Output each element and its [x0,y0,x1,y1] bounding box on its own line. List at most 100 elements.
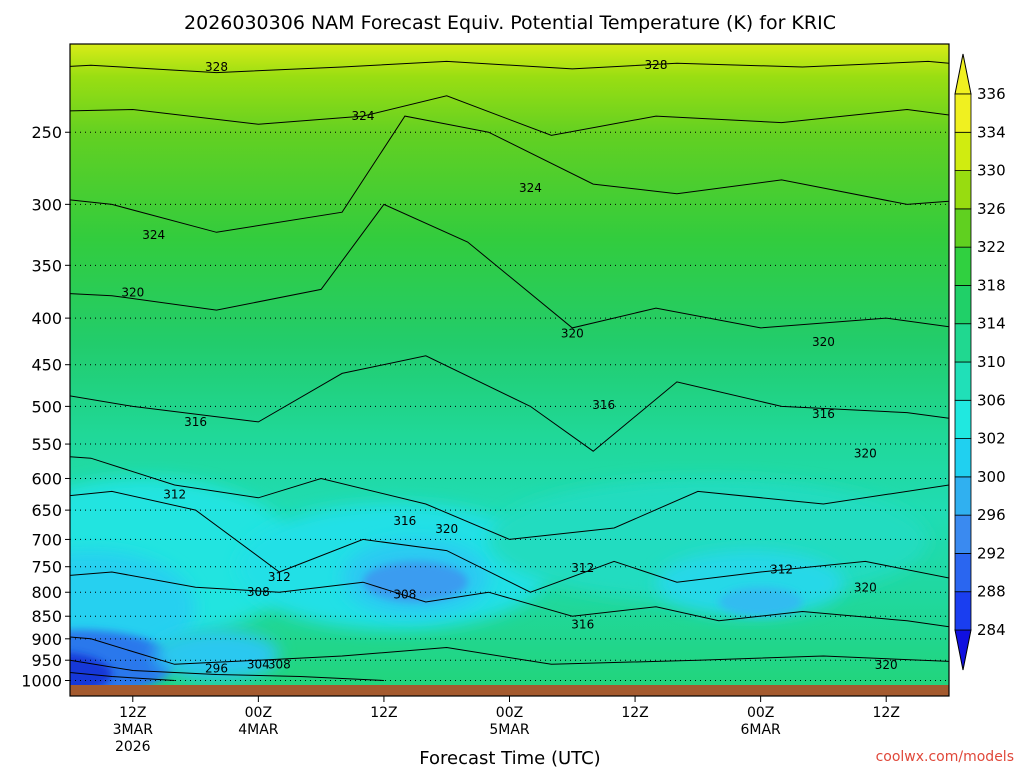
x-tick-label-2-0: 12Z [370,705,397,721]
colorbar-bottom-extend [954,629,972,671]
x-tick-label-3-1: 5MAR [489,722,530,738]
y-tick-label-850: 850 [31,607,62,626]
colorbar-swatch-322 [954,208,972,248]
contour-label-11: 320 [854,446,877,460]
contour-308 [70,636,949,665]
contour-label-1: 328 [645,58,668,72]
blob-day3-core [718,587,803,617]
contour-label-22: 296 [205,661,228,675]
y-tick-label-400: 400 [31,309,62,328]
x-tick-label-0-1: 3MAR [113,722,154,738]
y-tick-label-650: 650 [31,501,62,520]
contour-label-13: 316 [393,514,416,528]
colorbar-swatch-314 [954,285,972,325]
contour-316 [70,355,949,452]
contour-label-0: 328 [205,60,228,74]
colorbar-swatch-306 [954,361,972,401]
colorbar-swatch-326 [954,170,972,210]
colorbar-swatch-296 [954,476,972,516]
contour-label-4: 324 [142,228,165,242]
x-tick-label-6-0: 12Z [873,705,900,721]
contour-label-24: 308 [268,657,291,671]
contour-label-3: 324 [519,181,542,195]
colorbar-swatch-300 [954,438,972,478]
colorbar-label-300: 300 [977,468,1006,486]
contour-324 [70,115,949,233]
y-tick-label-900: 900 [31,630,62,649]
y-tick-label-800: 800 [31,583,62,602]
contour-314 [70,456,949,540]
y-tick-label-700: 700 [31,530,62,549]
contour-value-labels: 328 328 324 324 324 320 320 320 316 316 316 320 312 3… [121,58,897,675]
colorbar-swatch-310 [954,323,972,363]
credit-text: coolwx.com/models [876,749,1014,765]
plot-area [70,44,949,696]
colorbar-label-330: 330 [977,162,1006,180]
colorbar-swatch-334 [954,93,972,133]
colorbar-swatch-318 [954,246,972,286]
contour-label-2: 324 [352,109,375,123]
y-tick-label-450: 450 [31,356,62,375]
contour-label-16: 312 [770,562,793,576]
contour-label-8: 316 [184,415,207,429]
x-tick-label-1-1: 4MAR [238,722,279,738]
colorbar-label-318: 318 [977,276,1006,294]
blob-day2-sfc [153,629,280,681]
colorbar-label-322: 322 [977,238,1006,256]
contour-label-9: 316 [592,398,615,412]
colorbar-label-284: 284 [977,621,1006,639]
colorbar-label-296: 296 [977,506,1006,524]
x-tick-label-1-0: 00Z [245,705,272,721]
contour-label-10: 316 [812,407,835,421]
contour-328 [70,60,949,74]
contour-label-14: 320 [435,522,458,536]
colorbar-label-310: 310 [977,353,1006,371]
contour-label-18: 308 [247,585,270,599]
x-tick-label-0-0: 12Z [119,705,146,721]
colorbar-label-306: 306 [977,391,1006,409]
x-tick-label-4-0: 12Z [621,705,648,721]
ground-band [70,685,949,696]
colorbar-label-314: 314 [977,315,1006,333]
x-tick-label-0-2: 2026 [115,739,151,755]
contour-label-25: 320 [875,658,898,672]
colorbar: 284 288 292 296 300 302 306 310 314 318 322 326 330 3… [954,53,1006,671]
field-blobs [70,478,929,696]
x-tick-label-3-0: 00Z [496,705,523,721]
contour-312 [70,490,949,593]
colorbar-swatch-288 [954,553,972,593]
y-tick-label-750: 750 [31,558,62,577]
contour-316b [70,571,949,628]
y-tick-label-950: 950 [31,651,62,670]
colorbar-label-292: 292 [977,544,1006,562]
colorbar-label-288: 288 [977,583,1006,601]
colorbar-swatch-284 [954,591,972,631]
contour-label-6: 320 [561,327,584,341]
plot-frame [69,43,950,697]
colorbar-top-extend [954,53,972,95]
colorbar-label-336: 336 [977,85,1006,103]
colorbar-swatch-292 [954,514,972,554]
y-tick-label-550: 550 [31,435,62,454]
contour-label-21: 316 [571,618,594,632]
y-tick-label-350: 350 [31,256,62,275]
chart-title: 2026030306 NAM Forecast Equiv. Potential… [184,12,836,34]
y-tick-label-600: 600 [31,469,62,488]
y-tick-label-1000: 1000 [21,671,62,690]
contour-292 [70,671,175,681]
x-tick-label-5-1: 6MAR [740,722,781,738]
contour-label-7: 320 [812,335,835,349]
x-tick-label-5-0: 00Z [747,705,774,721]
contour-label-23: 304 [247,657,270,671]
colorbar-label-302: 302 [977,430,1006,448]
contour-label-12: 312 [163,488,186,502]
y-tick-label-250: 250 [31,123,62,142]
colorbar-label-326: 326 [977,200,1006,218]
colorbar-label-334: 334 [977,123,1006,141]
contour-label-20: 320 [854,580,877,594]
contour-300 [70,659,384,681]
x-axis-title: Forecast Time (UTC) [419,748,600,768]
blob-day2-core [363,561,468,603]
